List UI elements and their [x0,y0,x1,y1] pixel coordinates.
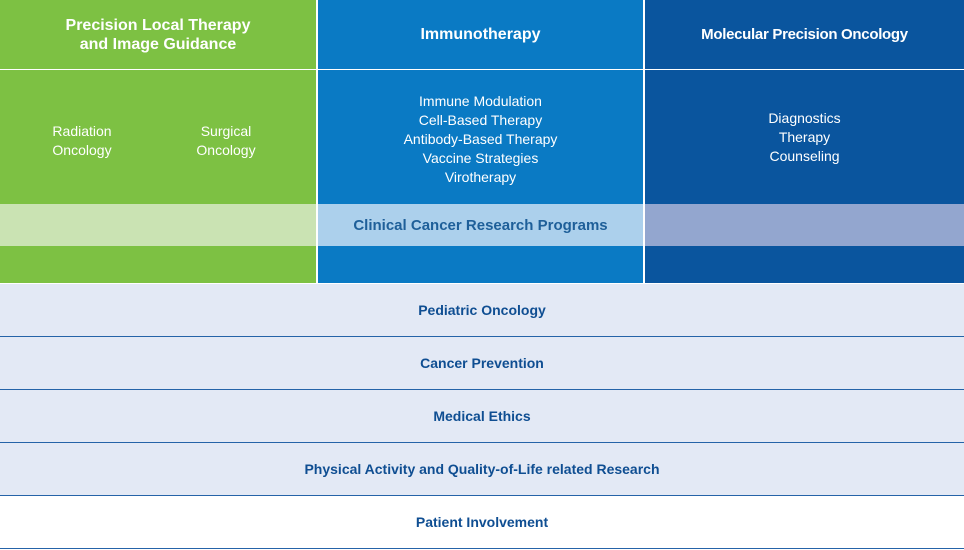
immunotherapy-title: Immunotherapy [420,26,541,43]
local-therapy-title: Precision Local Therapy and Image Guidan… [65,16,251,53]
molecular-oncology-items: Diagnostics Therapy Counseling [768,110,841,164]
surgical-oncology-label: Surgical Oncology [196,123,256,158]
row-medical-ethics: Medical Ethics [0,390,964,443]
row-patient-involvement: Patient Involvement [0,496,964,549]
research-band-green [0,204,316,246]
immunotherapy-items: Immune Modulation Cell-Based Therapy Ant… [403,93,558,185]
research-band-dark [645,204,964,246]
row-physical-activity: Physical Activity and Quality-of-Life re… [0,443,964,496]
clinical-research-programs-label: Clinical Cancer Research Programs [353,216,608,234]
radiation-oncology-label: Radiation Oncology [52,123,112,158]
molecular-oncology-title: Molecular Precision Oncology [701,26,908,43]
row-cancer-prevention: Cancer Prevention [0,337,964,390]
header-divider [0,69,964,70]
research-band-mid [318,204,643,246]
row-pediatric-oncology: Pediatric Oncology [0,284,964,337]
